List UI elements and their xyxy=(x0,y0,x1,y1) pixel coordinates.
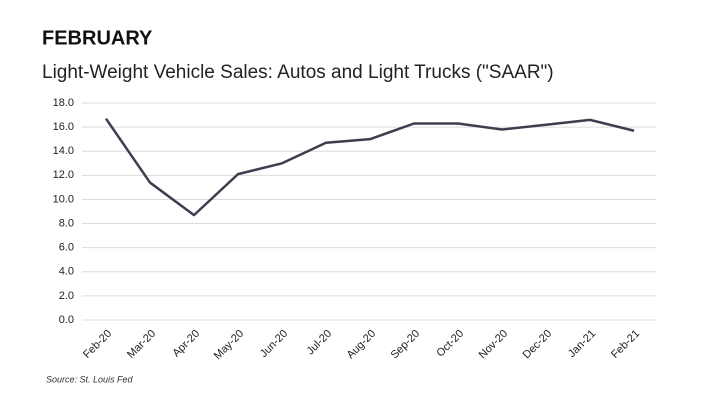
x-tick-label: Nov-20 xyxy=(477,328,511,362)
chart-subtitle: Light-Weight Vehicle Sales: Autos and Li… xyxy=(42,62,554,83)
y-tick-label: 12.0 xyxy=(53,169,74,181)
x-tick-label: Mar-20 xyxy=(125,328,158,361)
x-tick-label: Dec-20 xyxy=(521,328,555,362)
x-tick-label: Aug-20 xyxy=(345,328,379,362)
y-tick-label: 6.0 xyxy=(59,242,74,254)
x-tick-label: Apr-20 xyxy=(170,328,202,360)
x-tick-label: Feb-21 xyxy=(609,328,642,361)
y-tick-label: 18.0 xyxy=(53,97,74,109)
y-tick-label: 14.0 xyxy=(53,145,74,157)
y-tick-label: 8.0 xyxy=(59,217,74,229)
x-tick-label: Jun-20 xyxy=(258,328,290,360)
x-tick-label: Jan-21 xyxy=(566,328,598,360)
y-tick-label: 2.0 xyxy=(59,290,74,302)
y-tick-label: 0.0 xyxy=(59,314,74,326)
source-note: Source: St. Louis Fed xyxy=(46,374,134,384)
y-tick-label: 16.0 xyxy=(53,121,74,133)
y-tick-label: 10.0 xyxy=(53,193,74,205)
data-line xyxy=(104,117,635,217)
x-tick-label: Oct-20 xyxy=(434,328,466,360)
x-tick-label: Jul-20 xyxy=(304,328,334,358)
x-tick-label: Sep-20 xyxy=(389,328,423,362)
x-tick-label: Feb-20 xyxy=(81,328,114,361)
y-tick-label: 4.0 xyxy=(59,266,74,278)
x-tick-label: May-20 xyxy=(212,328,246,362)
chart-title: FEBRUARY xyxy=(42,27,153,49)
